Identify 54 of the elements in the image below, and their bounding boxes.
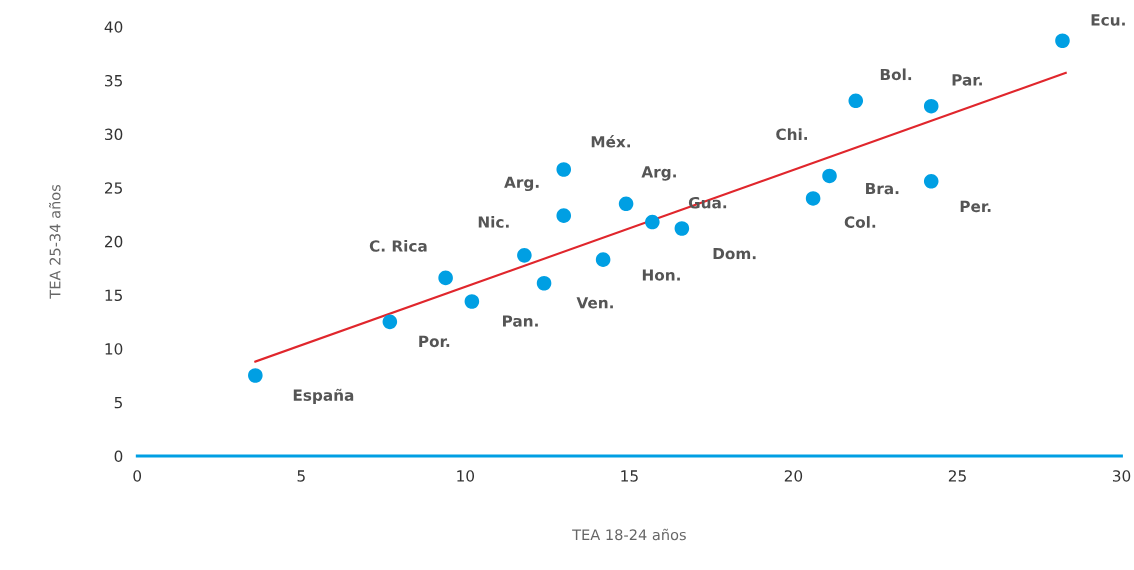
point (674, 221, 690, 236)
annotation: Ven. (576, 297, 613, 309)
x-tick-label: 15 (621, 470, 638, 482)
x-axis-title: TEA 18-24 años (572, 528, 686, 541)
annotation: Dom. (713, 247, 756, 260)
x-tick-label: 0 (133, 470, 142, 482)
annotation: Bra. (866, 182, 899, 195)
x-tick-label: 30 (1112, 470, 1131, 482)
point (805, 191, 821, 206)
point (645, 214, 660, 230)
annotation: Par. (952, 74, 982, 86)
point (923, 98, 939, 114)
y-axis-title: TEA 25-34 años (49, 184, 61, 299)
annotation: Hon. (642, 269, 680, 281)
point (556, 208, 572, 223)
annotation: Arg. (504, 176, 539, 192)
y-tick-label: 15 (105, 289, 122, 302)
y-tick-label: 35 (105, 74, 122, 87)
point (248, 368, 263, 383)
x-tick-label: 20 (784, 470, 803, 482)
point (923, 174, 939, 189)
annotation: Nic. (478, 216, 509, 228)
point (517, 248, 532, 263)
annotation: Bol. (880, 68, 912, 81)
point (536, 275, 552, 291)
annotation: España (293, 388, 354, 404)
y-tick-label: 0 (114, 450, 123, 463)
x-tick-label: 25 (948, 470, 966, 482)
annotation: Pan. (503, 315, 538, 327)
point (848, 93, 864, 109)
annotation: C. Rica (369, 239, 427, 252)
x-tick-label: 10 (457, 470, 475, 482)
annotation: Chi. (776, 128, 808, 141)
point (822, 168, 837, 184)
annotation: Por. (419, 335, 450, 348)
y-tick-label: 30 (105, 128, 123, 141)
annotation: Per. (960, 200, 991, 213)
y-tick-label: 10 (105, 343, 123, 355)
annotation: Méx. (591, 135, 631, 148)
point (464, 294, 480, 309)
y-tick-label: 40 (104, 21, 123, 33)
y-tick-label: 20 (105, 235, 123, 248)
annotation: Ecu. (1091, 14, 1125, 26)
x-tick-label: 5 (297, 470, 305, 482)
point (618, 196, 634, 212)
point (438, 270, 453, 286)
point (1055, 33, 1070, 49)
y-tick-label: 25 (105, 182, 122, 194)
point (556, 162, 572, 177)
y-tick-label: 5 (114, 397, 122, 409)
annotation: Arg. (641, 166, 676, 181)
point (382, 314, 398, 330)
point (595, 252, 611, 267)
annotation: Col. (844, 216, 876, 228)
